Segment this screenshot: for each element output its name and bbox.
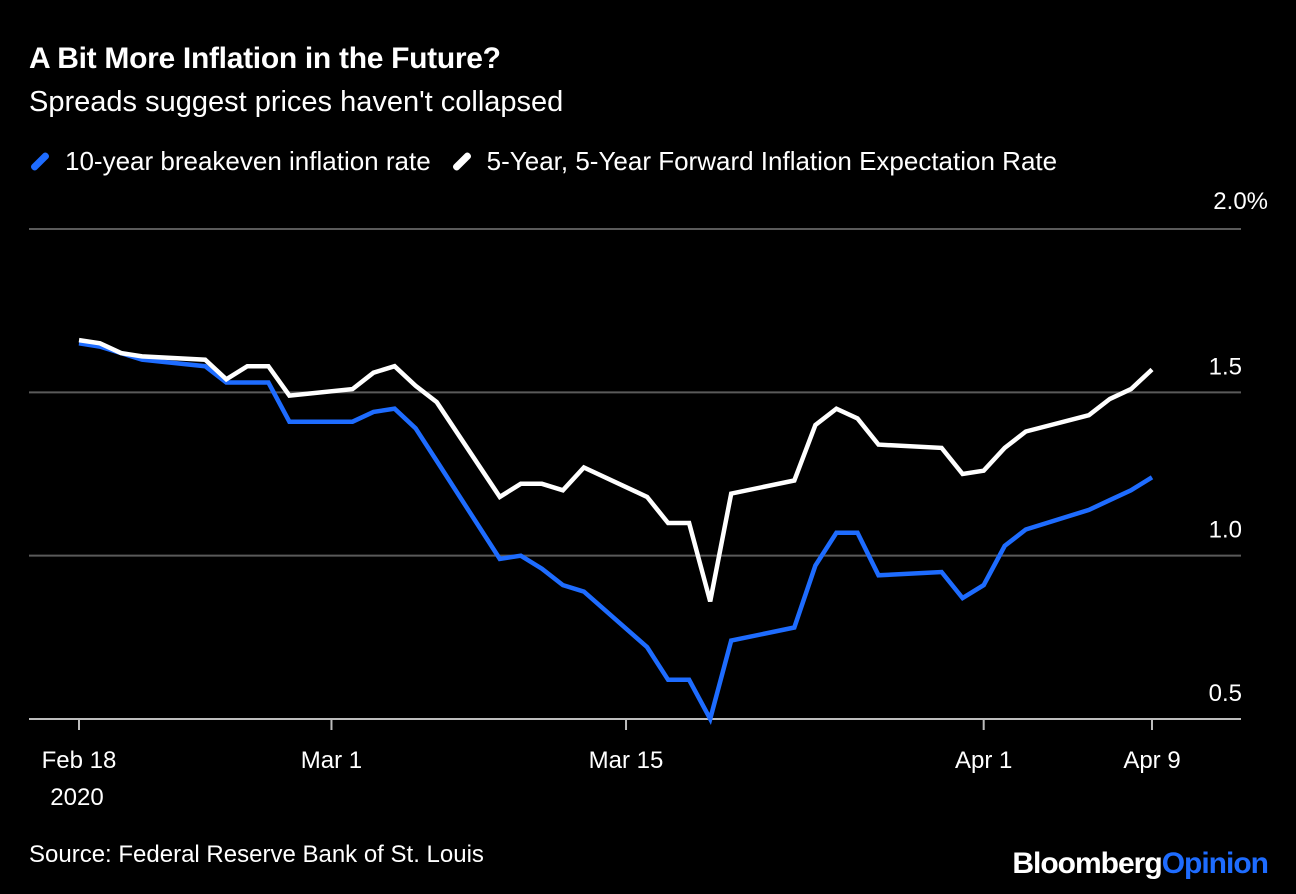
y-tick-layer: 1.5 1.0 0.5 [1209, 353, 1242, 707]
series-line-forward [78, 337, 1154, 602]
legend: 10-year breakeven inflation rate 5-Year,… [29, 146, 1077, 177]
series-layer [78, 337, 1154, 726]
brand-logo-part2: Opinion [1161, 847, 1269, 880]
x-tick-label: Apr 1 [955, 747, 1012, 774]
legend-item-breakeven: 10-year breakeven inflation rate [29, 146, 431, 177]
x-tick-sublabel: 2020 [50, 784, 103, 811]
source-note: Source: Federal Reserve Bank of St. Loui… [29, 841, 484, 868]
legend-label-forward: 5-Year, 5-Year Forward Inflation Expecta… [486, 146, 1058, 176]
x-tick-label: Feb 18 [42, 747, 117, 774]
legend-label-breakeven: 10-year breakeven inflation rate [65, 146, 431, 176]
brand-logo: BloombergOpinion [1012, 847, 1269, 881]
y-tick-label-top: 2.0% [1213, 188, 1268, 215]
chart-title: A Bit More Inflation in the Future? [29, 42, 501, 75]
x-tick-label: Mar 1 [301, 747, 362, 774]
series-line-breakeven [78, 341, 1154, 726]
legend-item-forward: 5-Year, 5-Year Forward Inflation Expecta… [451, 146, 1057, 177]
brand-logo-part1: Bloomberg [1012, 847, 1162, 880]
x-tick-layer: Feb 18 2020 Mar 1 Mar 15 Apr 1 Apr 9 [42, 719, 1181, 811]
x-tick-label: Apr 9 [1123, 747, 1180, 774]
grid-layer [29, 228, 1241, 720]
y-tick-label: 0.5 [1209, 680, 1242, 707]
y-tick-label: 1.5 [1209, 353, 1242, 380]
x-tick-label: Mar 15 [589, 747, 664, 774]
y-tick-label: 1.0 [1209, 517, 1242, 544]
chart-subtitle: Spreads suggest prices haven't collapsed [29, 86, 564, 118]
